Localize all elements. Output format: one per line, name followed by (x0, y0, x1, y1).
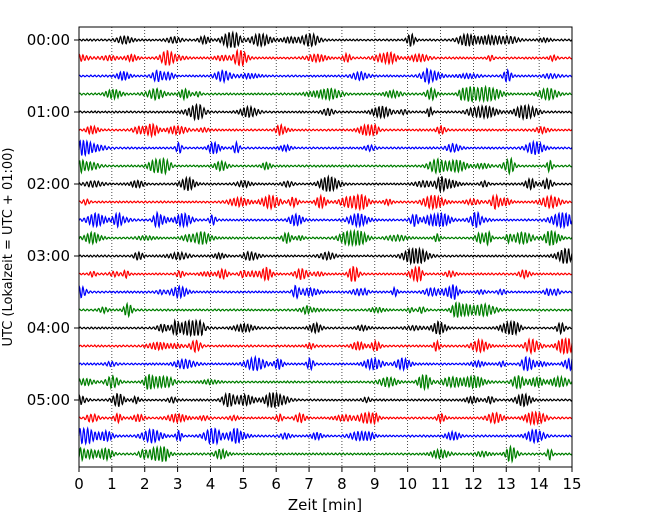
y-tick-label: 04:00 (27, 319, 70, 337)
trace-0345 (78, 301, 573, 319)
trace-0415 (78, 336, 573, 356)
trace-0045 (78, 84, 572, 104)
trace-0400 (78, 318, 573, 338)
x-tick-label: 7 (304, 475, 314, 493)
trace-0330 (78, 284, 573, 300)
x-tick-label: 6 (271, 475, 281, 493)
x-tick-label: 11 (431, 475, 450, 493)
trace-0315 (78, 265, 573, 283)
trace-0445 (78, 373, 573, 392)
x-tick-label: 4 (206, 475, 216, 493)
trace-0100 (78, 102, 573, 122)
x-tick-label: 2 (140, 475, 150, 493)
trace-0545 (78, 444, 573, 464)
trace-0300 (78, 246, 573, 266)
y-tick-label: 05:00 (27, 391, 70, 409)
trace-0515 (78, 410, 572, 427)
x-tick-label: 12 (464, 475, 483, 493)
plot-frame (78, 26, 573, 468)
x-tick-label: 3 (173, 475, 183, 493)
x-axis: 0 1 2 3 4 5 6 7 8 9 10 11 12 13 14 15 (74, 467, 582, 493)
trace-0000 (78, 30, 573, 49)
trace-0200 (78, 174, 573, 194)
x-tick-label: 1 (107, 475, 117, 493)
trace-0115 (78, 122, 573, 139)
x-tick-label: 13 (497, 475, 516, 493)
trace-0245 (78, 228, 573, 248)
x-tick-label: 9 (370, 475, 380, 493)
trace-0130 (78, 139, 573, 158)
x-tick-label: 8 (337, 475, 347, 493)
trace-0015 (78, 48, 573, 67)
x-tick-label: 0 (74, 475, 84, 493)
y-axis: 00:00 01:00 02:00 03:00 04:00 05:00 (27, 31, 79, 409)
trace-0230 (78, 210, 573, 230)
trace-0030 (79, 67, 573, 86)
x-tick-label: 14 (530, 475, 549, 493)
trace-0430 (78, 354, 573, 372)
trace-0215 (78, 193, 573, 212)
trace-0145 (78, 156, 573, 176)
x-axis-label: Zeit [min] (288, 496, 362, 514)
x-tick-label: 10 (398, 475, 417, 493)
y-tick-label: 02:00 (27, 175, 70, 193)
trace-0530 (78, 426, 573, 446)
y-tick-label: 01:00 (27, 103, 70, 121)
x-tick-label: 15 (562, 475, 581, 493)
y-tick-label: 00:00 (27, 31, 70, 49)
trace-group (78, 30, 573, 464)
x-tick-label: 5 (239, 475, 249, 493)
trace-0500 (78, 390, 573, 409)
y-tick-label: 03:00 (27, 247, 70, 265)
y-axis-label: UTC (Lokalzeit = UTC + 01:00) (1, 148, 16, 347)
